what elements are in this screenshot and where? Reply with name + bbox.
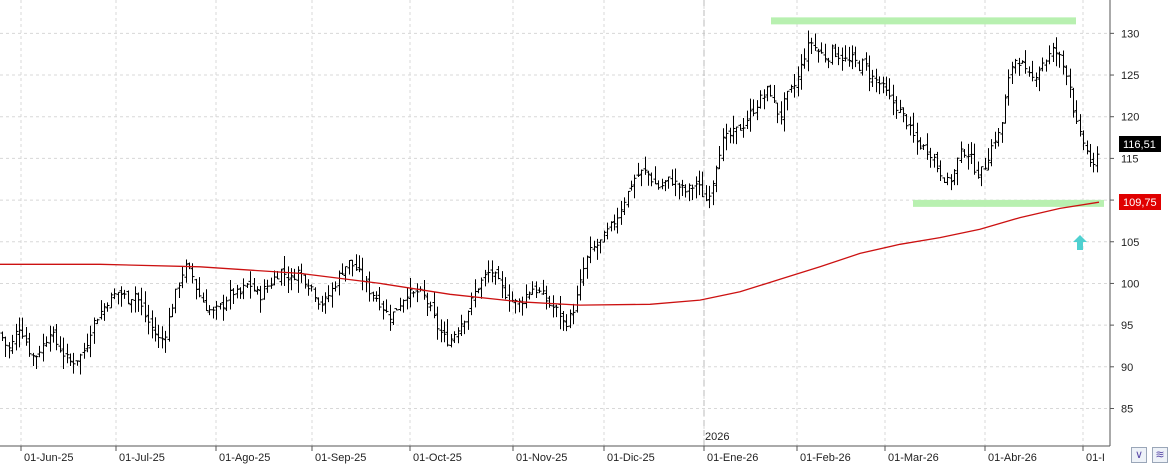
x-tick-label: 01-Feb-26: [800, 452, 851, 464]
x-tick-label: 01-Ene-26: [707, 452, 758, 464]
ohlc-bars: [0, 30, 1100, 375]
x-tick-label: 01-Sep-25: [315, 452, 366, 464]
up-arrow-icon: [1073, 235, 1087, 250]
x-tick-label: 01-Jun-25: [24, 452, 74, 464]
y-tick-label: 125: [1121, 70, 1139, 82]
moving-average-tag: [1119, 194, 1161, 210]
price-tags: 116,51 109,75: [1119, 136, 1161, 210]
support-resistance-levels: [771, 17, 1104, 207]
x-tick-label: 01-Ago-25: [219, 452, 270, 464]
last-price-value: 116,51: [1123, 139, 1156, 151]
y-tick-label: 120: [1121, 112, 1139, 124]
y-tick-label: 95: [1121, 320, 1133, 332]
x-tick-label: 01-I: [1086, 452, 1105, 464]
moving-average-value: 109,75: [1123, 197, 1157, 209]
x-tick-label: 01-Jul-25: [119, 452, 165, 464]
chart-axes: 85909510010511011512012513001-Jun-2501-J…: [0, 0, 1139, 464]
chart-grid: [0, 0, 1110, 446]
y-tick-label: 130: [1121, 28, 1139, 40]
year-marker: 2026: [705, 431, 729, 443]
y-tick-label: 115: [1121, 153, 1139, 165]
x-tick-label: 01-Nov-25: [516, 452, 567, 464]
moving-average-line: [0, 201, 1100, 306]
x-tick-label: 01-Mar-26: [888, 452, 939, 464]
last-price-tag: [1119, 136, 1161, 152]
x-tick-label: 01-Dic-25: [607, 452, 655, 464]
y-tick-label: 100: [1121, 278, 1139, 290]
y-tick-label: 85: [1121, 403, 1133, 415]
chart-settings-button[interactable]: ≋: [1152, 447, 1168, 463]
y-tick-label: 105: [1121, 237, 1139, 249]
x-tick-label: 01-Oct-25: [413, 452, 462, 464]
collapse-panel-button[interactable]: ∨: [1131, 447, 1147, 463]
y-tick-label: 90: [1121, 362, 1133, 374]
x-tick-label: 01-Abr-26: [988, 452, 1037, 464]
